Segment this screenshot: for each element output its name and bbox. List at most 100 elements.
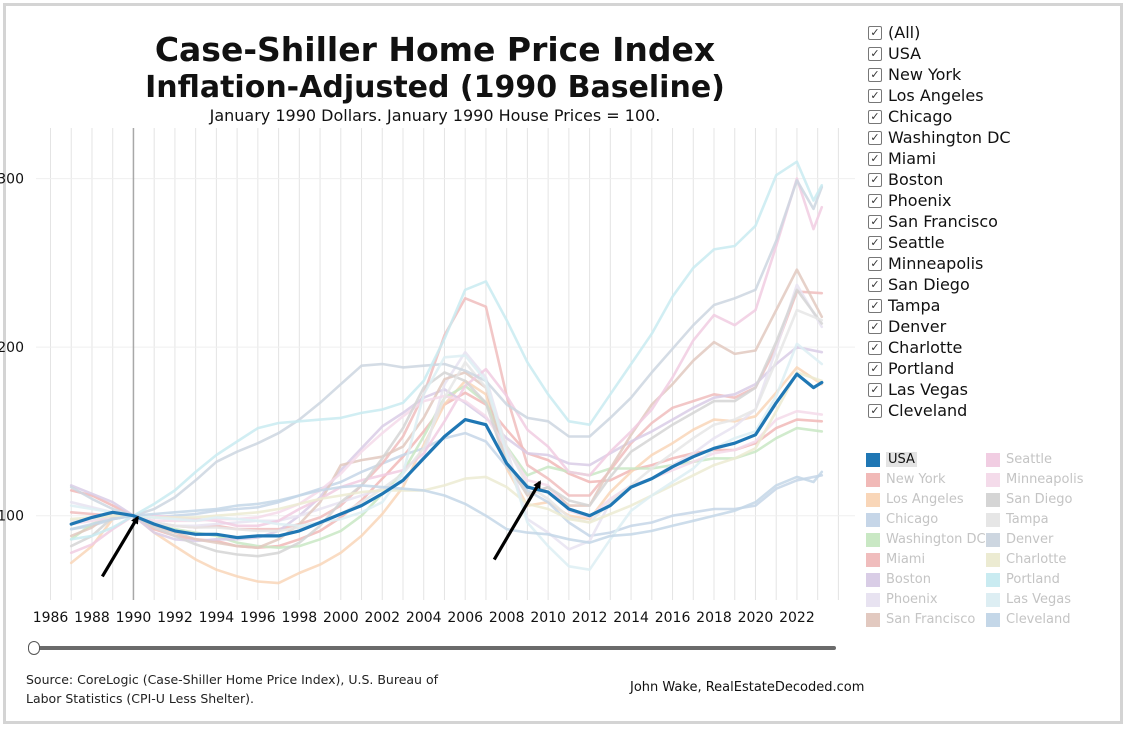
checkbox-checked-icon[interactable]: ✓ xyxy=(868,319,882,334)
chart-title-line-2: Inflation-Adjusted (1990 Baseline) xyxy=(145,70,725,105)
legend-swatch xyxy=(986,492,1000,507)
legend-swatch xyxy=(866,492,880,507)
filter-item-washington-dc[interactable]: ✓ Washington DC xyxy=(868,127,1011,148)
legend-label: Cleveland xyxy=(1006,612,1071,627)
x-tick-label: 2018 xyxy=(696,610,732,626)
legend-item-miami[interactable]: Miami xyxy=(866,552,925,567)
checkbox-checked-icon[interactable]: ✓ xyxy=(868,361,882,376)
filter-label: Phoenix xyxy=(888,191,952,210)
filter-item-san-diego[interactable]: ✓ San Diego xyxy=(868,274,1011,295)
checkbox-checked-icon[interactable]: ✓ xyxy=(868,130,882,145)
filter-item-portland[interactable]: ✓ Portland xyxy=(868,358,1011,379)
checkbox-checked-icon[interactable]: ✓ xyxy=(868,151,882,166)
checkbox-checked-icon[interactable]: ✓ xyxy=(868,235,882,250)
legend-label: San Diego xyxy=(1006,492,1073,507)
x-tick-label: 2016 xyxy=(655,610,691,626)
x-tick-label: 1992 xyxy=(157,610,193,626)
filter-item-tampa[interactable]: ✓ Tampa xyxy=(868,295,1011,316)
legend-item-san-diego[interactable]: San Diego xyxy=(986,492,1072,507)
legend-item-phoenix[interactable]: Phoenix xyxy=(866,592,938,607)
filter-item-denver[interactable]: ✓ Denver xyxy=(868,316,1011,337)
legend-item-portland[interactable]: Portland xyxy=(986,572,1060,587)
legend-label: Boston xyxy=(886,572,931,587)
slider-track[interactable] xyxy=(32,646,836,650)
legend-item-las-vegas[interactable]: Las Vegas xyxy=(986,592,1071,607)
checkbox-checked-icon[interactable]: ✓ xyxy=(868,67,882,82)
filter-label: Tampa xyxy=(888,296,941,315)
legend-item-minneapolis[interactable]: Minneapolis xyxy=(986,472,1083,487)
series-line-boston xyxy=(69,345,824,543)
author-credit: John Wake, RealEstateDecoded.com xyxy=(630,680,865,695)
filter-item-usa[interactable]: ✓ USA xyxy=(868,43,1011,64)
legend-item-denver[interactable]: Denver xyxy=(986,532,1053,547)
filter-item-minneapolis[interactable]: ✓ Minneapolis xyxy=(868,253,1011,274)
legend-item-washington-dc[interactable]: Washington DC xyxy=(866,532,986,547)
checkbox-checked-icon[interactable]: ✓ xyxy=(868,25,882,40)
filter-label: San Francisco xyxy=(888,212,998,231)
legend-label: Phoenix xyxy=(886,592,938,607)
legend-label: Miami xyxy=(886,552,926,567)
legend-label: Portland xyxy=(1006,572,1060,587)
x-tick-label: 2012 xyxy=(572,610,608,626)
slider-handle[interactable] xyxy=(28,641,40,655)
series-line-tampa xyxy=(69,308,824,533)
filter-label: USA xyxy=(888,44,922,63)
checkbox-checked-icon[interactable]: ✓ xyxy=(868,193,882,208)
legend-item-tampa[interactable]: Tampa xyxy=(986,512,1049,527)
filter-item-phoenix[interactable]: ✓ Phoenix xyxy=(868,190,1011,211)
legend-label: New York xyxy=(886,472,946,487)
filter-item-charlotte[interactable]: ✓ Charlotte xyxy=(868,337,1011,358)
series-line-miami xyxy=(69,290,824,531)
series-line-cleveland xyxy=(69,470,824,544)
checkbox-checked-icon[interactable]: ✓ xyxy=(868,88,882,103)
legend-label: Los Angeles xyxy=(886,492,964,507)
series-layer xyxy=(69,160,824,585)
checkbox-checked-icon[interactable]: ✓ xyxy=(868,382,882,397)
checkbox-checked-icon[interactable]: ✓ xyxy=(868,403,882,418)
legend-item-new-york[interactable]: New York xyxy=(866,472,946,487)
filter-item-new-york[interactable]: ✓ New York xyxy=(868,64,1011,85)
filter-item-cleveland[interactable]: ✓ Cleveland xyxy=(868,400,1011,421)
legend-item-los-angeles[interactable]: Los Angeles xyxy=(866,492,964,507)
x-tick-label: 1998 xyxy=(282,610,318,626)
filter-item-miami[interactable]: ✓ Miami xyxy=(868,148,1011,169)
filter-item-boston[interactable]: ✓ Boston xyxy=(868,169,1011,190)
filter-item-all[interactable]: ✓ (All) xyxy=(868,22,1011,43)
checkbox-checked-icon[interactable]: ✓ xyxy=(868,214,882,229)
checkbox-checked-icon[interactable]: ✓ xyxy=(868,256,882,271)
legend-item-charlotte[interactable]: Charlotte xyxy=(986,552,1066,567)
chart-frame xyxy=(3,3,1123,724)
legend-label: Chicago xyxy=(886,512,939,527)
checkbox-checked-icon[interactable]: ✓ xyxy=(868,298,882,313)
filter-item-san-francisco[interactable]: ✓ San Francisco xyxy=(868,211,1011,232)
checkbox-checked-icon[interactable]: ✓ xyxy=(868,340,882,355)
legend-label: Minneapolis xyxy=(1006,472,1084,487)
x-tick-label: 2020 xyxy=(738,610,774,626)
filter-label: Chicago xyxy=(888,107,953,126)
filter-item-las-vegas[interactable]: ✓ Las Vegas xyxy=(868,379,1011,400)
checkbox-checked-icon[interactable]: ✓ xyxy=(868,277,882,292)
filter-item-chicago[interactable]: ✓ Chicago xyxy=(868,106,1011,127)
source-note: Source: CoreLogic (Case-Shiller Home Pri… xyxy=(26,672,438,706)
city-filter-list: ✓ (All) ✓ USA ✓ New York ✓ Los Angeles ✓ Chicago ✓… xyxy=(868,22,1011,421)
legend-item-san-francisco[interactable]: San Francisco xyxy=(866,612,975,627)
filter-item-los-angeles[interactable]: ✓ Los Angeles xyxy=(868,85,1011,106)
date-range-slider[interactable] xyxy=(28,641,836,655)
legend-item-usa[interactable]: USA xyxy=(866,452,917,467)
legend-item-boston[interactable]: Boston xyxy=(866,572,931,587)
legend-swatch xyxy=(866,552,880,567)
line-chart[interactable]: 100 200 300 1986 1988 1990 1992 1994 1996 1998 200… xyxy=(0,0,860,640)
y-tick-label: 200 xyxy=(0,340,24,356)
legend-label: Seattle xyxy=(1006,452,1053,467)
series-line-los-angeles xyxy=(69,366,824,585)
checkbox-checked-icon[interactable]: ✓ xyxy=(868,46,882,61)
legend-item-chicago[interactable]: Chicago xyxy=(866,512,938,527)
filter-item-seattle[interactable]: ✓ Seattle xyxy=(868,232,1011,253)
filter-label: Washington DC xyxy=(888,128,1011,147)
legend-item-seattle[interactable]: Seattle xyxy=(986,452,1052,467)
checkbox-checked-icon[interactable]: ✓ xyxy=(868,172,882,187)
legend-item-cleveland[interactable]: Cleveland xyxy=(986,612,1070,627)
filter-label: Los Angeles xyxy=(888,86,984,105)
checkbox-checked-icon[interactable]: ✓ xyxy=(868,109,882,124)
legend-swatch xyxy=(866,452,880,467)
